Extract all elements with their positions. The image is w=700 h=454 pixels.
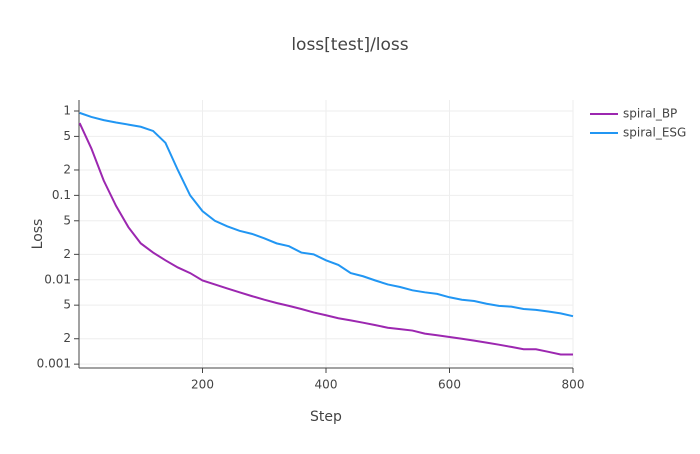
line [79,111,574,318]
y-tick-label: 5 [63,129,71,143]
y-tick-label: 5 [63,213,71,227]
x-tick-label: 600 [438,378,461,392]
line [78,122,573,356]
y-tick-label: 0.001 [37,357,71,371]
y-tick-label: 5 [63,298,71,312]
x-tick-label: 800 [562,378,585,392]
y-tick-label: 2 [63,162,71,176]
x-tick-label: 200 [191,378,214,392]
y-tick-label: 2 [63,331,71,345]
x-tick-label: 400 [315,378,338,392]
y-tick-label: 2 [63,247,71,261]
y-tick-label: 1 [63,103,71,117]
x-axis-label: Step [310,409,342,425]
chart-title: loss[test]/loss [291,35,408,55]
y-tick-label: 0.01 [44,272,71,286]
legend-label: spiral_ESG [623,126,686,140]
y-tick-label: 0.1 [52,188,71,202]
y-axis-label: Loss [30,219,46,250]
legend-label: spiral_BP [623,107,677,121]
